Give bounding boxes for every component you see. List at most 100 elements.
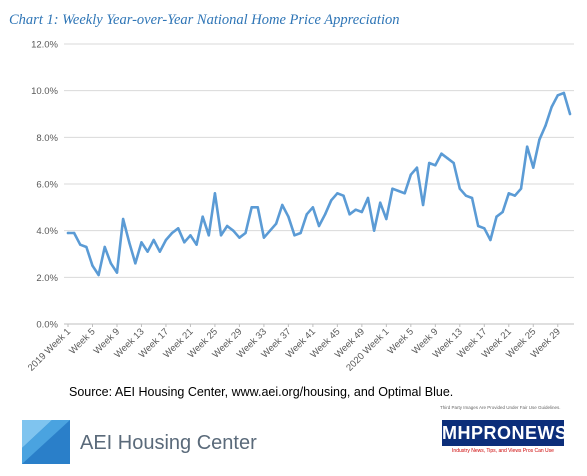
data-point <box>91 264 94 267</box>
chart-title: Chart 1: Weekly Year-over-Year National … <box>9 12 400 28</box>
data-point <box>470 196 474 200</box>
source-note: Source: AEI Housing Center, www.aei.org/… <box>69 385 454 399</box>
data-point <box>391 187 394 190</box>
data-point <box>458 187 462 190</box>
data-point <box>268 229 272 232</box>
data-point <box>146 250 149 253</box>
aei-logo-icon <box>22 420 70 464</box>
data-point <box>66 231 70 235</box>
data-point <box>550 105 553 109</box>
data-point <box>244 231 247 235</box>
y-tick-label: 10.0% <box>31 86 58 97</box>
data-point <box>281 203 284 207</box>
data-point <box>256 206 259 209</box>
data-point <box>72 231 76 235</box>
data-point <box>207 234 211 237</box>
data-point <box>140 241 143 244</box>
data-point <box>219 234 223 237</box>
data-point <box>109 262 113 265</box>
data-point <box>238 236 241 239</box>
data-point <box>121 217 125 221</box>
data-point <box>158 250 162 253</box>
data-point <box>360 210 364 214</box>
data-point <box>568 112 572 116</box>
data-point <box>311 206 315 209</box>
data-point <box>201 215 204 218</box>
data-point <box>385 217 388 221</box>
data-point <box>225 224 229 228</box>
data-point <box>299 231 302 235</box>
data-point <box>79 243 82 246</box>
data-point <box>513 194 517 197</box>
data-point <box>103 245 106 249</box>
x-tick-label: Week 5 <box>67 326 97 356</box>
y-tick-label: 12.0% <box>31 40 58 51</box>
data-point <box>336 192 339 195</box>
data-point <box>115 271 119 274</box>
data-point <box>495 215 498 218</box>
data-point <box>397 189 400 193</box>
data-point <box>519 187 523 190</box>
data-point <box>372 229 376 232</box>
y-axis-tick-labels: 0.0% 2.0% 4.0% 6.0% 8.0% 10.0% 12.0% <box>31 40 58 331</box>
data-point <box>348 213 351 216</box>
data-point <box>421 203 425 207</box>
data-point <box>97 273 100 277</box>
fair-use-notice: Third Party Images Are Provided Under Fa… <box>440 405 561 410</box>
data-point <box>440 152 443 155</box>
data-point <box>134 262 137 265</box>
data-point <box>250 206 253 209</box>
data-point <box>409 173 413 176</box>
y-tick-label: 6.0% <box>36 180 58 191</box>
data-point <box>128 241 131 244</box>
data-point <box>403 192 406 195</box>
x-tick-label: 2019 Week 1 <box>26 326 73 373</box>
data-point <box>195 243 198 246</box>
data-point <box>262 236 266 239</box>
data-point <box>489 238 492 242</box>
y-tick-label: 0.0% <box>36 320 58 331</box>
data-point <box>85 245 88 249</box>
y-tick-label: 4.0% <box>36 226 58 237</box>
data-point <box>427 161 431 165</box>
data-point <box>317 224 321 228</box>
x-tick-label: Week 5 <box>386 326 416 356</box>
data-point <box>170 231 174 235</box>
mhpronews-tagline: Industry News, Tips, and Views Pros Can … <box>452 448 554 454</box>
data-point <box>152 238 155 242</box>
data-point <box>415 166 419 169</box>
data-point <box>305 213 308 216</box>
gridlines <box>64 43 574 325</box>
data-point <box>176 227 180 230</box>
data-point <box>342 194 345 197</box>
aei-logo-text: AEI Housing Center <box>80 432 257 454</box>
data-point <box>287 215 290 218</box>
data-point <box>164 238 168 242</box>
data-point <box>483 227 486 230</box>
y-tick-label: 2.0% <box>36 273 58 284</box>
data-point <box>379 201 382 204</box>
data-point <box>183 241 186 244</box>
data-point <box>274 222 278 225</box>
mhpronews-logo-text: MHPRONEWS.com <box>442 420 587 446</box>
data-point <box>544 124 547 127</box>
data-point <box>354 208 357 211</box>
mhpronews-logo: MHPRONEWS.com Industry News, Tips, and V… <box>442 416 587 464</box>
data-point <box>323 213 327 216</box>
data-point <box>464 194 468 197</box>
line-chart: 0.0% 2.0% 4.0% 6.0% 8.0% 10.0% 12.0% 2019 Week… <box>26 40 574 374</box>
data-point <box>476 224 480 228</box>
data-point <box>562 91 566 95</box>
data-point <box>330 199 333 202</box>
data-point <box>213 192 217 195</box>
data-point <box>434 164 437 167</box>
data-point <box>366 196 370 200</box>
data-point <box>532 166 535 169</box>
data-points <box>66 91 572 277</box>
data-point <box>189 234 192 237</box>
data-point <box>501 210 504 214</box>
data-point <box>507 192 510 195</box>
data-point <box>232 229 235 232</box>
y-tick-label: 8.0% <box>36 133 58 144</box>
